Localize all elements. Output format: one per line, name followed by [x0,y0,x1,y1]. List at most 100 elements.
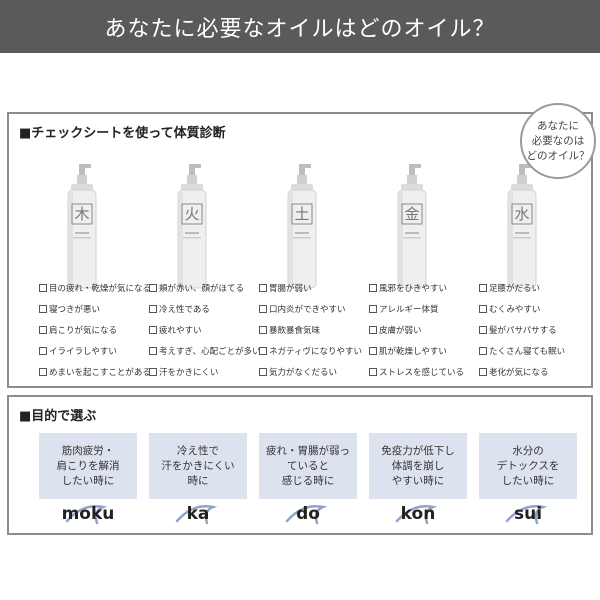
checkbox[interactable] [369,346,377,355]
checklist-item[interactable]: 足腰がだるい [479,277,591,298]
checklist-item[interactable]: 肩こりが気になる [39,319,151,340]
checklist-item[interactable]: たくさん寝ても眠い [479,340,591,361]
checkbox[interactable] [39,304,47,313]
moku-kanji-icon: 木 [67,164,97,289]
kon-kanji-icon: 金 [397,164,427,289]
question-badge: あなたに 必要なのは どのオイル？ [520,103,596,179]
checklist-item-label: 考えすぎ、心配ごとが多い [159,346,261,357]
checklist-item[interactable]: ストレスを感じている [369,361,481,382]
purpose-card-ka[interactable]: 冷え性で 汗をかきにくい 時に ka [149,433,247,529]
checklist-item-label: 疲れやすい [159,325,202,336]
oil-bottle: 木 [57,162,107,292]
checklist-item[interactable]: 髪がパサパサする [479,319,591,340]
checklist: 足腰がだるいむくみやすい髪がパサパサする たくさん寝ても眠い老化が気になる [479,277,591,382]
checksheet-columns: 木目の疲れ・乾燥が気になる 寝つきが悪い肩こりが気になる イライラしやすいめまいを起… [39,162,579,382]
purpose-card-moku[interactable]: 筋肉疲労・ 肩こりを解消 したい時に moku [39,433,137,529]
checklist-item-label: イライラしやすい [49,346,117,357]
checklist-item[interactable]: 頬が赤い、顔がほてる [149,277,261,298]
checkbox[interactable] [39,346,47,355]
swoosh-icon [65,505,108,525]
badge-line-2: 必要なのは [531,134,585,147]
checklist-item-label: 冷え性である [159,304,210,315]
checklist-item-label: アレルギー体質 [379,304,439,315]
checkbox[interactable] [479,283,487,292]
checklist-item[interactable]: 暴飲暴食気味 [259,319,371,340]
checkbox[interactable] [259,367,267,376]
oil-name-label: kon [400,504,436,524]
badge-line-3: どのオイル？ [526,149,590,162]
checklist-item-label: 髪がパサパサする [489,325,557,336]
checklist-item[interactable]: 寝つきが悪い [39,298,151,319]
checklist-item-label: 口内炎ができやすい [269,304,346,315]
swoosh-icon [285,505,328,525]
kanji-label: 火 [184,205,199,223]
swoosh-icon [395,505,438,525]
checklist-item[interactable]: 気力がなくだるい [259,361,371,382]
checklist-item-label: むくみやすい [489,304,541,315]
checkbox[interactable] [369,367,377,376]
purpose-card-do[interactable]: 疲れ・胃腸が弱っ ていると 感じる時に do [259,433,357,529]
swoosh-icon [175,505,218,525]
checklist-item[interactable]: 胃腸が弱い [259,277,371,298]
purpose-card-sui[interactable]: 水分の デトックスを したい時に sui [479,433,577,529]
checkbox[interactable] [149,325,157,334]
checksheet-title: ■チェックシートを使って体質診断 [19,126,226,141]
purpose-card-text: 筋肉疲労・ 肩こりを解消 したい時に [39,433,137,499]
kanji-label: 水 [514,205,529,223]
checklist-item[interactable]: 口内炎ができやすい [259,298,371,319]
checklist-item[interactable]: 冷え性である [149,298,261,319]
purpose-cards: 筋肉疲労・ 肩こりを解消 したい時に moku 冷え性で 汗をかきにくい 時に ka… [39,433,579,529]
checkbox[interactable] [369,325,377,334]
sui-kanji-icon: 水 [507,164,537,289]
checklist-item[interactable]: めまいを起こすことがある [39,361,151,382]
oil-name: do [259,499,357,529]
checklist-item[interactable]: 目の疲れ・乾燥が気になる [39,277,151,298]
checkbox[interactable] [259,283,267,292]
page-title: あなたに必要なオイルはどのオイル？ [104,16,496,42]
purpose-panel: ■目的で選ぶ 筋肉疲労・ 肩こりを解消 したい時に moku 冷え性で 汗をかきに… [7,395,593,535]
checkbox[interactable] [369,304,377,313]
purpose-card-text: 免疫力が低下し 体調を崩し やすい時に [369,433,467,499]
checklist-item[interactable]: 風邪をひきやすい [369,277,481,298]
checkbox[interactable] [39,325,47,334]
checkbox[interactable] [39,367,47,376]
checklist-item[interactable]: むくみやすい [479,298,591,319]
checklist-item[interactable]: イライラしやすい [39,340,151,361]
page-header: あなたに必要なオイルはどのオイル？ [0,0,600,53]
purpose-card-text: 水分の デトックスを したい時に [479,433,577,499]
checkbox[interactable] [259,346,267,355]
purpose-card-kon[interactable]: 免疫力が低下し 体調を崩し やすい時に kon [369,433,467,529]
checklist: 頬が赤い、顔がほてる冷え性である 疲れやすい考えすぎ、心配ごとが多い 汗をかきにくい [149,277,261,382]
checklist-item[interactable]: 肌が乾燥しやすい [369,340,481,361]
checkbox[interactable] [149,346,157,355]
checklist-item-label: 汗をかきにくい [159,367,219,378]
checklist-item[interactable]: 考えすぎ、心配ごとが多い [149,340,261,361]
checklist-item-label: たくさん寝ても眠い [489,346,566,357]
checklist-item[interactable]: 疲れやすい [149,319,261,340]
checklist-item-label: 風邪をひきやすい [379,283,448,294]
oil-name: sui [479,499,577,529]
checklist-item[interactable]: アレルギー体質 [369,298,481,319]
checklist-item[interactable]: ネガティヴになりやすい [259,340,371,361]
checkbox[interactable] [39,283,47,292]
checklist-item-label: 肩こりが気になる [49,325,118,336]
checkbox[interactable] [149,367,157,376]
checkbox[interactable] [479,346,487,355]
checkbox[interactable] [479,325,487,334]
ka-kanji-icon: 火 [177,164,207,289]
checklist-item-label: ネガティヴになりやすい [269,346,362,357]
checkbox[interactable] [149,304,157,313]
checklist-item-label: 暴飲暴食気味 [269,325,321,336]
checkbox[interactable] [479,367,487,376]
checkbox[interactable] [369,283,377,292]
checklist: 目の疲れ・乾燥が気になる 寝つきが悪い肩こりが気になる イライラしやすいめまいを起こ… [39,277,151,382]
kanji-label: 金 [404,205,419,223]
checklist-item[interactable]: 皮膚が弱い [369,319,481,340]
checklist-item[interactable]: 老化が気になる [479,361,591,382]
checkbox[interactable] [259,325,267,334]
oil-name-label: do [296,504,320,524]
checkbox[interactable] [149,283,157,292]
checkbox[interactable] [259,304,267,313]
checklist-item[interactable]: 汗をかきにくい [149,361,261,382]
checkbox[interactable] [479,304,487,313]
